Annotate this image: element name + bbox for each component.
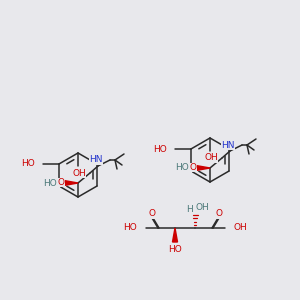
Text: O: O [197, 205, 204, 214]
Text: HN: HN [89, 155, 103, 164]
Text: O: O [148, 209, 155, 218]
Text: H: H [184, 164, 191, 172]
Text: HO: HO [175, 164, 189, 172]
Text: O: O [215, 209, 223, 218]
Text: H: H [52, 178, 59, 188]
Text: O: O [190, 163, 196, 172]
Text: HN: HN [221, 140, 235, 149]
Text: HO: HO [123, 224, 137, 232]
Text: H: H [186, 205, 193, 214]
Text: HO: HO [168, 244, 182, 253]
Polygon shape [64, 181, 78, 185]
Polygon shape [172, 228, 178, 242]
Text: OH: OH [72, 169, 86, 178]
Text: OH: OH [234, 224, 248, 232]
Text: OH: OH [204, 154, 218, 163]
Text: OH: OH [196, 203, 210, 212]
Text: HO: HO [153, 145, 167, 154]
Text: O: O [58, 178, 64, 187]
Text: HO: HO [21, 160, 35, 169]
Polygon shape [196, 166, 210, 170]
Text: HO: HO [43, 178, 57, 188]
